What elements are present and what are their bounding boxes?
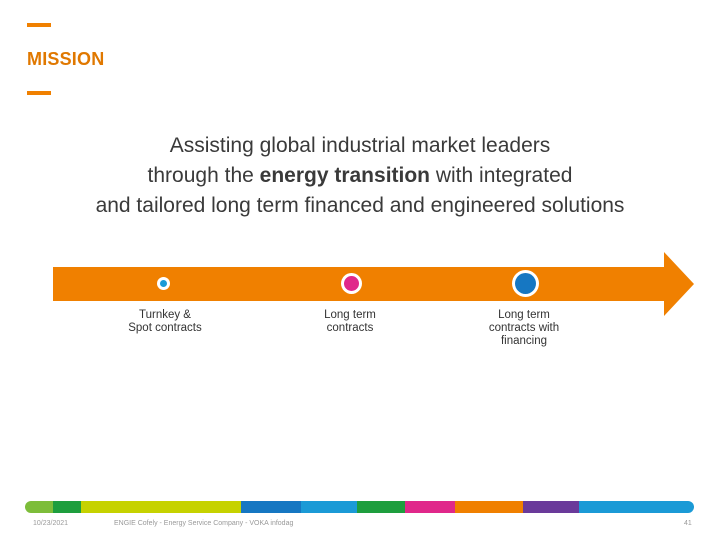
footer-caption: ENGIE Cofely - Energy Service Company - … xyxy=(114,520,294,527)
timeline-marker-1 xyxy=(157,277,170,290)
timeline-arrow xyxy=(53,252,694,316)
mission-line-2-prefix: through the xyxy=(147,164,260,187)
mission-line-2-suffix: with integrated xyxy=(430,164,573,187)
footer-band-segment xyxy=(455,501,523,513)
mission-line-3: and tailored long term financed and engi… xyxy=(95,194,625,217)
footer-band-segment xyxy=(53,501,81,513)
step-2-line-1: Long term xyxy=(324,309,376,321)
step-2-line-2: contracts xyxy=(326,322,374,334)
footer-color-band xyxy=(25,501,694,513)
mission-line-1: Assisting global industrial market leade… xyxy=(169,134,551,157)
bottom-accent-bar xyxy=(27,91,51,95)
timeline-marker-3 xyxy=(512,270,539,297)
step-1-line-1: Turnkey & xyxy=(139,309,191,321)
footer-date: 10/23/2021 xyxy=(33,520,69,527)
section-title: MISSION xyxy=(27,49,105,69)
mission-line-2: through the energy transition with integ… xyxy=(0,161,720,191)
step-3-line-1: Long term xyxy=(498,309,550,321)
timeline-marker-2 xyxy=(341,273,362,294)
mission-statement: Assisting global industrial market leade… xyxy=(0,131,720,221)
step-label-financing: Long term contracts with financing xyxy=(459,309,589,348)
footer-band-segment xyxy=(25,501,53,513)
page-number: 41 xyxy=(684,520,692,527)
footer-band-segment xyxy=(241,501,301,513)
footer-band-segment xyxy=(161,501,241,513)
step-1-line-2: Spot contracts xyxy=(128,322,202,334)
footer-band-segment xyxy=(405,501,455,513)
timeline-dot-3 xyxy=(515,273,536,294)
footer-band-segment xyxy=(301,501,357,513)
step-3-line-3: financing xyxy=(500,335,548,347)
step-label-turnkey: Turnkey & Spot contracts xyxy=(100,309,230,335)
timeline-dot-1 xyxy=(160,280,167,287)
timeline-dot-2 xyxy=(344,276,359,291)
footer-band-segment xyxy=(523,501,579,513)
mission-highlight: energy transition xyxy=(259,164,431,187)
footer-band-segment xyxy=(81,501,161,513)
step-label-long-term: Long term contracts xyxy=(285,309,415,335)
timeline-arrow-shape xyxy=(53,252,694,316)
footer-band-segment xyxy=(357,501,405,513)
footer-band-segment xyxy=(579,501,694,513)
top-accent-bar xyxy=(27,23,51,27)
step-3-line-2: contracts with xyxy=(488,322,560,334)
